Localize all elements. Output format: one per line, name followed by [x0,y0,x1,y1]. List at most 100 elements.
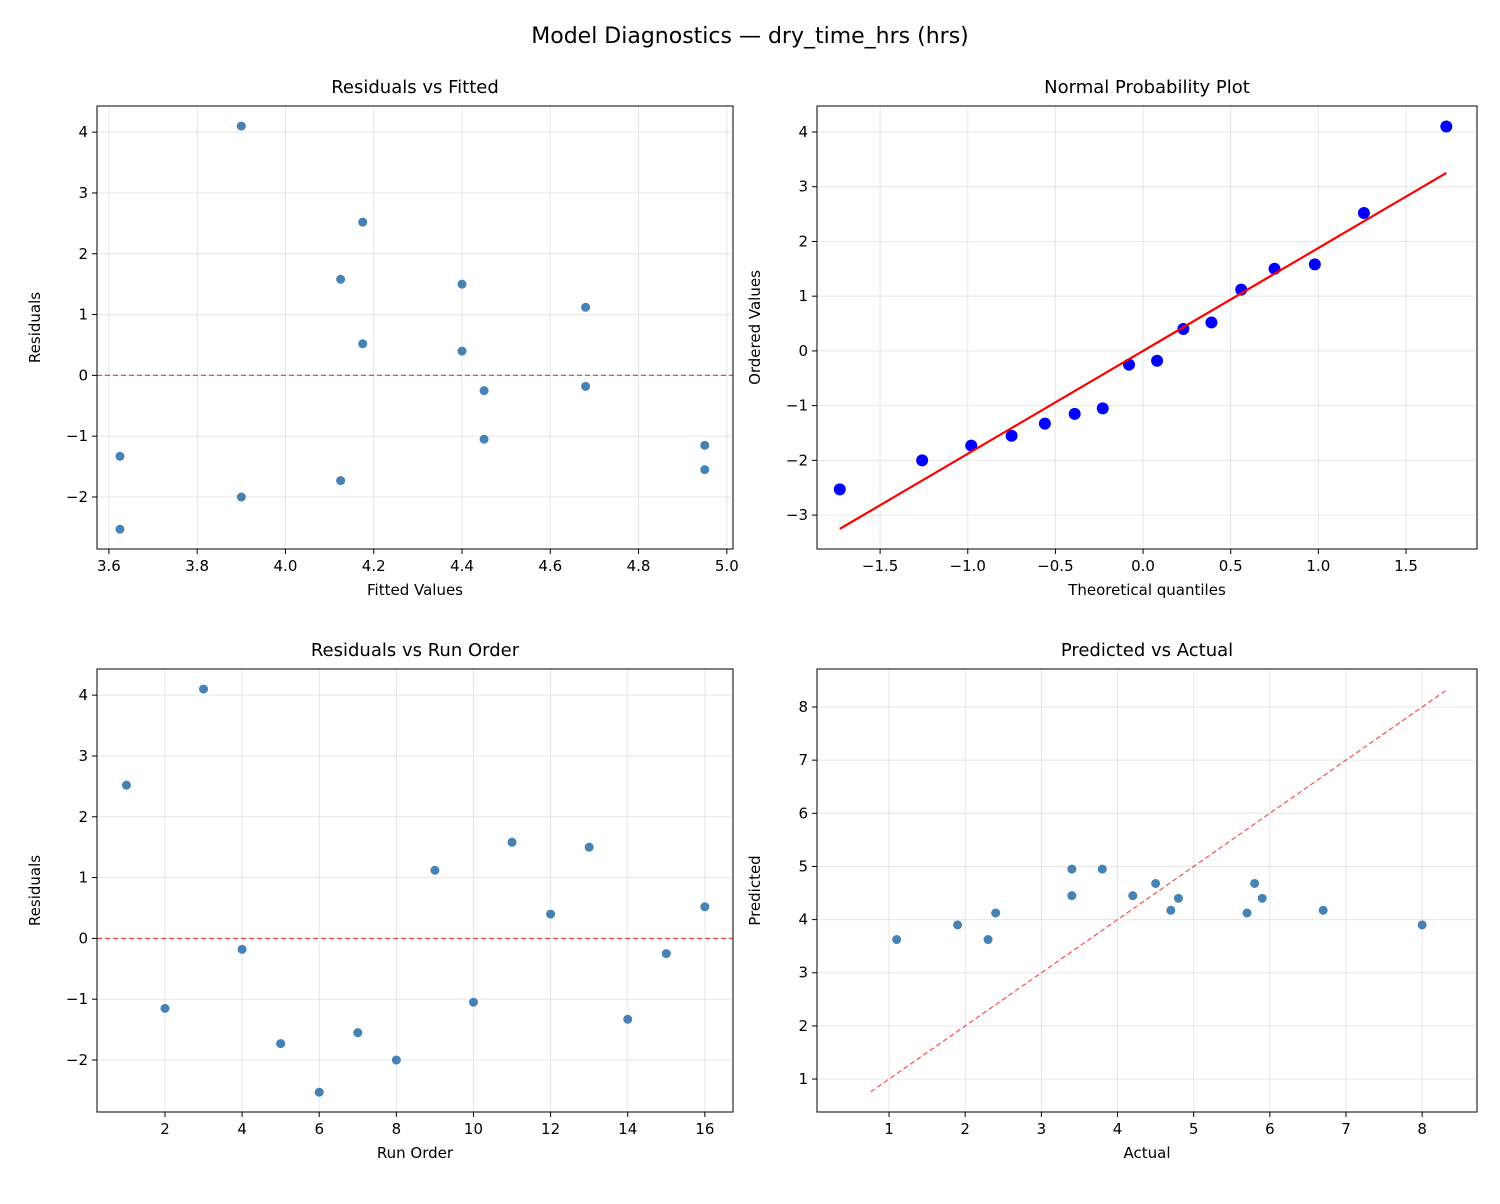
data-point [115,451,125,461]
x-axis-label: Actual [1124,1144,1171,1162]
y-tick-label: 1 [78,869,88,887]
y-tick-label: −1 [66,990,88,1008]
x-tick-label: 4.2 [362,557,386,575]
data-point [833,483,846,496]
data-point [353,1028,363,1038]
data-point [1417,920,1427,930]
y-tick-label: 1 [78,306,88,324]
x-tick-label: 5 [1189,1120,1199,1138]
chart-title: Normal Probability Plot [1044,77,1250,98]
data-point [479,386,489,396]
data-point [199,684,209,694]
data-point [121,780,131,790]
y-tick-label: 0 [798,342,808,360]
x-tick-label: 4.6 [538,557,562,575]
data-point [1067,864,1077,874]
y-tick-label: −2 [786,451,808,469]
y-tick-label: 6 [798,804,808,822]
data-point [1128,891,1138,901]
data-point [1151,878,1161,888]
y-tick-label: 4 [798,911,808,929]
y-axis-label: Residuals [26,292,44,363]
x-tick-label: 16 [695,1120,714,1138]
x-tick-label: 3.8 [185,557,209,575]
data-point [1242,908,1252,918]
x-tick-label: −1.0 [950,557,986,575]
data-point [546,909,556,919]
data-point [1166,905,1176,915]
chart-title: Predicted vs Actual [1061,640,1233,661]
x-tick-label: 10 [464,1120,483,1138]
chart-title: Residuals vs Fitted [331,77,499,98]
data-point [276,1039,286,1049]
axes-frame [96,668,734,1113]
data-point [314,1087,324,1097]
data-point [1067,891,1077,901]
x-tick-label: 1 [884,1120,894,1138]
data-point [1357,206,1370,219]
data-point [700,440,710,450]
x-tick-label: 1.0 [1306,557,1330,575]
y-tick-label: −2 [66,488,88,506]
x-tick-label: 0.5 [1219,557,1243,575]
y-tick-label: −1 [66,427,88,445]
data-point [336,476,346,486]
data-point [236,492,246,502]
y-tick-label: 3 [798,178,808,196]
x-tick-label: 6 [314,1120,324,1138]
data-point [1257,893,1267,903]
data-point [1250,878,1260,888]
identity-reference-line [870,688,1449,1093]
data-point [581,381,591,391]
x-axis-label: Theoretical quantiles [1067,581,1226,599]
data-point [581,302,591,312]
data-point [700,465,710,475]
data-point [507,837,517,847]
axes-frame [816,668,1478,1113]
data-point [991,908,1001,918]
x-tick-label: 4.8 [627,557,651,575]
x-tick-label: 3.6 [97,557,121,575]
y-axis-label: Ordered Values [746,270,764,385]
data-point [358,339,368,349]
x-tick-label: 14 [618,1120,637,1138]
normal-probability-chart: −1.5 −1.0 −0.5 0.0 0.5 1.0 1.5 −3 −2 −1 0 1 2 3 4 Norma… [746,77,1478,599]
x-tick-label: 12 [541,1120,560,1138]
x-tick-label: 8 [392,1120,402,1138]
data-point [457,346,467,356]
data-point [1068,407,1081,420]
data-point [1440,120,1453,133]
y-tick-label: 3 [78,747,88,765]
data-point [584,842,594,852]
data-point [1038,417,1051,430]
x-tick-label: 5.0 [715,557,739,575]
y-axis-label: Predicted [746,855,764,925]
data-point [237,944,247,954]
data-point [391,1055,401,1065]
data-point [336,274,346,284]
data-point [479,434,489,444]
fit-line [839,171,1447,530]
x-tick-label: 4.4 [450,557,474,575]
data-point [1173,893,1183,903]
y-tick-label: 2 [78,245,88,263]
data-point [1205,316,1218,329]
y-tick-label: 4 [78,686,88,704]
data-point [1318,905,1328,915]
data-point [1151,354,1164,367]
y-tick-label: 2 [798,232,808,250]
x-axis-label: Run Order [377,1144,454,1162]
data-point [1308,258,1321,271]
data-point [115,524,125,534]
data-point [1097,864,1107,874]
y-tick-label: 3 [78,184,88,202]
y-tick-label: −1 [786,397,808,415]
data-point [1096,402,1109,415]
data-point [160,1003,170,1013]
x-tick-label: −0.5 [1037,557,1073,575]
y-tick-label: 1 [798,287,808,305]
x-tick-label: 2 [160,1120,170,1138]
y-tick-label: 5 [798,857,808,875]
y-tick-label: 4 [78,123,88,141]
